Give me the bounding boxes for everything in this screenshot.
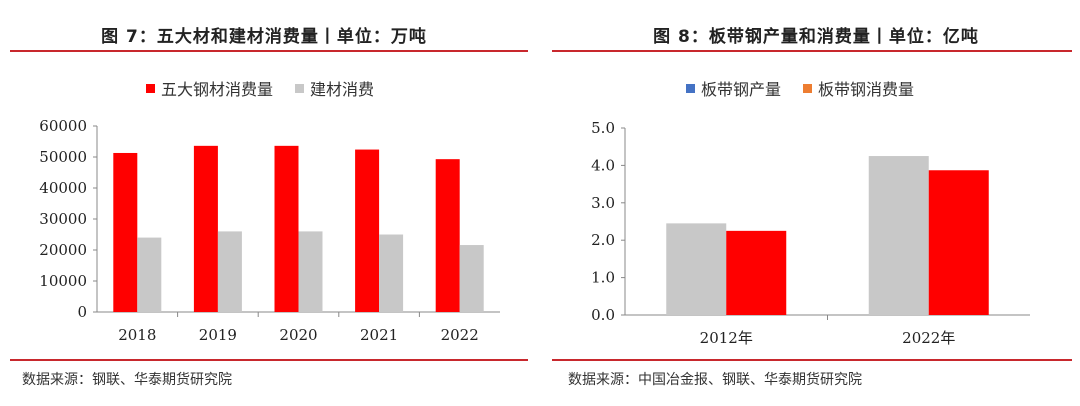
bar-五大钢材消费量-2022 [435, 159, 460, 312]
y-tick-label: 50000 [39, 148, 87, 166]
bar-五大钢材消费量-2018 [113, 152, 138, 312]
bar-五大钢材消费量-2019 [193, 145, 218, 312]
y-tick-label: 40000 [39, 179, 87, 197]
legend-label: 板带钢消费量 [818, 80, 915, 99]
figure-7-panel: 图 7：五大材和建材消费量丨单位：万吨 五大钢材消费量 建材消费 0 10000 2… [0, 0, 528, 406]
legend-item-building: 建材消费 [295, 76, 374, 100]
bar-五大钢材消费量-2021 [355, 149, 380, 312]
bar-板带钢消费量-2012年 [726, 230, 787, 315]
bar-建材消费-2020 [298, 231, 323, 312]
legend-swatch [803, 83, 813, 93]
bar-板带钢消费量-2022年 [928, 170, 989, 315]
y-tick-label: 4.0 [591, 156, 615, 174]
figure-8-plot: 0.0 1.0 2.0 3.0 4.0 5.0 2012年 2022年 [591, 119, 1030, 347]
bar-建材消费-2019 [217, 231, 242, 312]
y-tick-label: 1.0 [591, 269, 615, 287]
title-rule [552, 50, 1072, 52]
y-tick-label: 60000 [39, 117, 87, 135]
legend-item-production: 板带钢产量 [686, 76, 781, 100]
y-tick-label: 0 [77, 303, 87, 321]
figure-8-panel: 图 8：板带钢产量和消费量丨单位：亿吨 板带钢产量 板带钢消费量 0.0 1.0 2… [552, 0, 1080, 406]
bar-板带钢产量-2012年 [666, 223, 727, 315]
figure-8-legend: 板带钢产量 板带钢消费量 [686, 76, 914, 100]
y-tick-label: 30000 [39, 210, 87, 228]
bar-五大钢材消费量-2020 [274, 145, 299, 312]
source-rule [10, 359, 528, 361]
y-tick-label: 2.0 [591, 231, 615, 249]
y-tick-label: 0.0 [591, 306, 615, 324]
figure-7-legend: 五大钢材消费量 建材消费 [146, 76, 374, 100]
x-tick-label: 2022年 [902, 329, 955, 347]
bar-建材消费-2018 [137, 237, 162, 312]
legend-label: 建材消费 [310, 80, 375, 99]
figure-8-title: 图 8：板带钢产量和消费量丨单位：亿吨 [653, 27, 979, 47]
y-tick-label: 20000 [39, 241, 87, 259]
x-tick-label: 2018 [118, 326, 156, 344]
y-tick-label: 5.0 [591, 119, 615, 137]
legend-label: 五大钢材消费量 [161, 80, 274, 99]
x-tick-label: 2012年 [700, 329, 753, 347]
title-rule [10, 50, 528, 52]
source-rule [552, 359, 1072, 361]
figure-7-source: 数据来源：钢联、华泰期货研究院 [22, 372, 232, 388]
legend-label: 板带钢产量 [701, 80, 782, 99]
figure-7-plot: 0 10000 20000 30000 40000 50000 60000 2018 2019 2… [39, 117, 500, 344]
x-tick-label: 2022 [441, 326, 479, 344]
legend-swatch [295, 83, 305, 93]
y-tick-label: 10000 [39, 272, 87, 290]
x-tick-label: 2021 [360, 326, 398, 344]
bar-建材消费-2022 [459, 245, 484, 312]
figure-8-source: 数据来源：中国冶金报、钢联、华泰期货研究院 [568, 372, 862, 388]
x-tick-label: 2020 [279, 326, 317, 344]
y-tick-label: 3.0 [591, 194, 615, 212]
x-tick-label: 2019 [199, 326, 237, 344]
bar-板带钢产量-2022年 [868, 156, 929, 315]
legend-item-consumption: 板带钢消费量 [803, 76, 914, 100]
legend-swatch [146, 83, 155, 93]
legend-swatch [686, 83, 695, 93]
bar-建材消费-2021 [379, 234, 404, 312]
figure-7-title: 图 7：五大材和建材消费量丨单位：万吨 [101, 27, 427, 47]
legend-item-steel: 五大钢材消费量 [146, 76, 273, 100]
